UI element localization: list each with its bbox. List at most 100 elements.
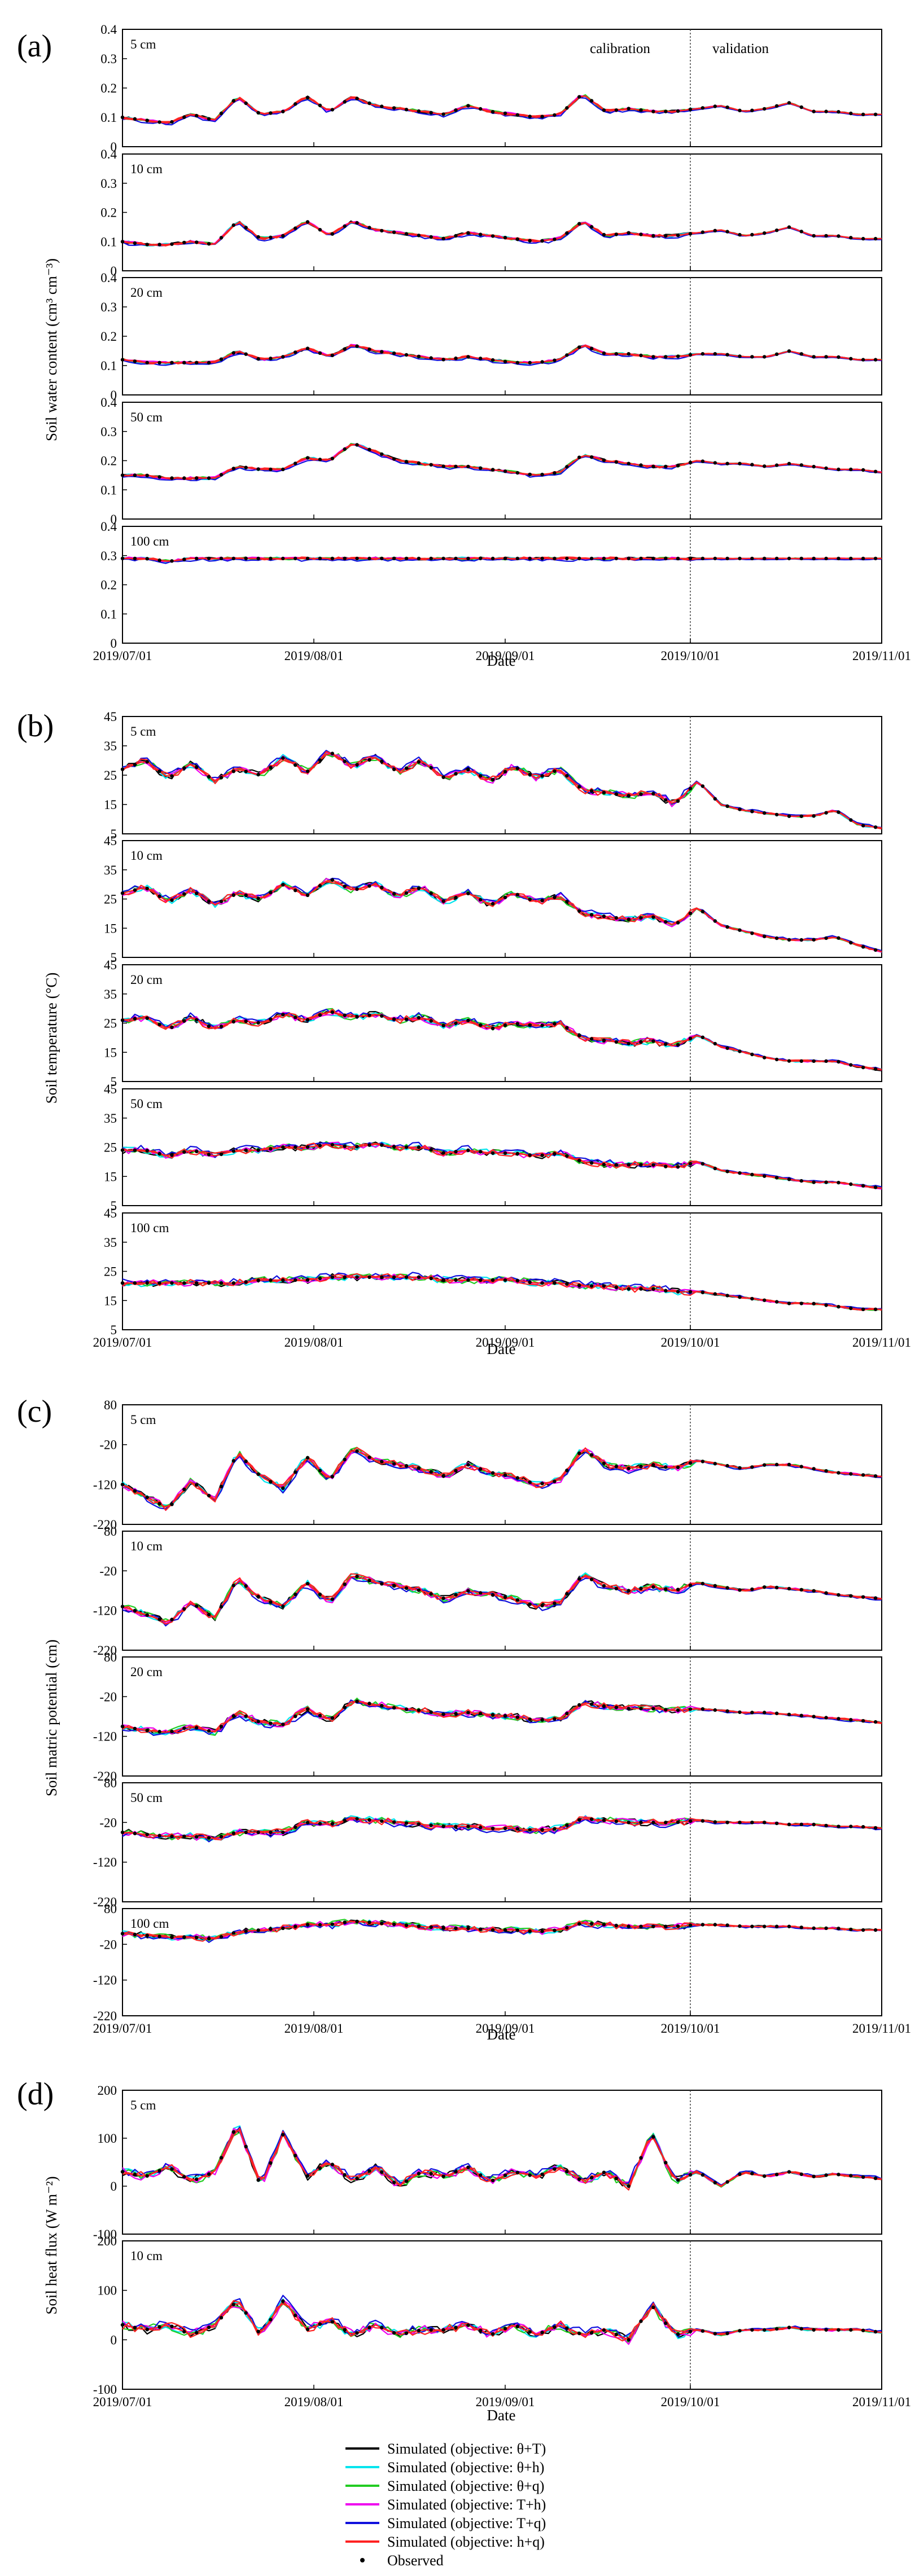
observed-point bbox=[207, 1729, 211, 1733]
observed-point bbox=[256, 235, 260, 239]
observed-point bbox=[664, 2161, 668, 2165]
observed-point bbox=[787, 556, 791, 561]
observed-point bbox=[787, 1177, 791, 1181]
observed-point bbox=[713, 461, 717, 465]
observed-point bbox=[120, 2323, 125, 2327]
observed-point bbox=[305, 1923, 310, 1927]
observed-point bbox=[318, 2166, 322, 2170]
observed-point bbox=[417, 1588, 421, 1592]
observed-point bbox=[873, 2176, 878, 2181]
observed-point bbox=[763, 2328, 767, 2332]
observed-point bbox=[441, 236, 445, 240]
observed-point bbox=[750, 1711, 754, 1715]
observed-point bbox=[799, 1713, 804, 1717]
observed-point bbox=[330, 1822, 334, 1826]
series-line bbox=[122, 753, 882, 828]
observed-point bbox=[688, 1583, 693, 1588]
observed-point bbox=[503, 770, 507, 774]
observed-point bbox=[774, 1176, 779, 1180]
observed-point bbox=[799, 2172, 804, 2177]
x-tick-label: 2019/10/01 bbox=[661, 2395, 720, 2409]
observed-point bbox=[182, 766, 186, 770]
observed-point bbox=[688, 1707, 693, 1711]
depth-label: 5 cm bbox=[130, 724, 156, 738]
observed-point bbox=[763, 464, 767, 468]
observed-point bbox=[207, 775, 211, 779]
observed-point bbox=[244, 1148, 248, 1152]
observed-point bbox=[157, 558, 161, 562]
observed-point bbox=[565, 231, 569, 235]
observed-point bbox=[441, 1596, 445, 1601]
y-tick-label: 0 bbox=[111, 2333, 117, 2347]
x-tick-label: 2019/10/01 bbox=[661, 2021, 720, 2036]
plot-frame bbox=[122, 1908, 882, 2016]
observed-point bbox=[466, 231, 470, 235]
observed-point bbox=[466, 556, 470, 561]
observed-point bbox=[528, 2173, 532, 2177]
observed-point bbox=[367, 1818, 371, 1822]
observed-point bbox=[380, 556, 384, 561]
observed-point bbox=[738, 807, 742, 811]
observed-point bbox=[849, 236, 853, 240]
observed-point bbox=[725, 1709, 729, 1713]
observed-point bbox=[330, 878, 334, 882]
observed-point bbox=[664, 920, 668, 924]
observed-point bbox=[824, 234, 828, 238]
observed-point bbox=[849, 111, 853, 116]
observed-point bbox=[614, 108, 619, 112]
observed-point bbox=[750, 2171, 754, 2175]
x-tick-label: 2019/09/01 bbox=[476, 2021, 535, 2036]
observed-point bbox=[701, 1707, 705, 1711]
y-tick-label: 0.3 bbox=[100, 300, 117, 314]
observed-point bbox=[738, 556, 742, 561]
observed-point bbox=[355, 2331, 359, 2335]
observed-point bbox=[207, 1612, 211, 1617]
observed-point bbox=[725, 1294, 729, 1298]
plot-frame bbox=[122, 153, 882, 271]
observed-point bbox=[873, 236, 878, 241]
observed-point bbox=[750, 1052, 754, 1057]
observed-point bbox=[639, 1040, 643, 1044]
observed-point bbox=[664, 109, 668, 113]
observed-point bbox=[614, 1040, 619, 1044]
observed-point bbox=[861, 2328, 865, 2332]
series-line bbox=[122, 1273, 882, 1311]
legend-label-t-h: Simulated (objective: T+h) bbox=[387, 2496, 546, 2513]
observed-point bbox=[367, 1920, 371, 1924]
observed-point bbox=[701, 1035, 705, 1039]
observed-point bbox=[577, 785, 581, 789]
observed-point bbox=[738, 1924, 742, 1928]
observed-point bbox=[380, 1014, 384, 1018]
subplot-c-2: -220 -120 -20 80 20 cm bbox=[93, 1650, 882, 1783]
observed-point bbox=[355, 1014, 359, 1019]
observed-point bbox=[774, 104, 779, 108]
observed-point bbox=[182, 2329, 186, 2334]
observed-point bbox=[367, 348, 371, 351]
observed-point bbox=[528, 556, 532, 561]
observed-point bbox=[231, 99, 235, 103]
observed-point bbox=[281, 1486, 285, 1491]
observed-point bbox=[305, 1278, 310, 1282]
observed-point bbox=[738, 461, 742, 465]
y-tick-label: 0.2 bbox=[100, 206, 117, 220]
observed-point bbox=[651, 1821, 655, 1825]
observed-point bbox=[294, 1592, 297, 1597]
observed-point bbox=[355, 2177, 359, 2181]
observed-point bbox=[639, 1287, 643, 1291]
observed-point bbox=[454, 1712, 458, 1716]
observed-point bbox=[343, 347, 347, 351]
observed-point bbox=[713, 1292, 717, 1296]
observed-point bbox=[256, 772, 260, 777]
observed-point bbox=[849, 1063, 853, 1067]
series-line bbox=[122, 1573, 882, 1625]
observed-point bbox=[207, 361, 211, 364]
depth-label: 20 cm bbox=[130, 973, 163, 987]
observed-point bbox=[664, 1587, 668, 1591]
observed-point bbox=[589, 1037, 594, 1041]
observed-point bbox=[774, 228, 779, 232]
observed-point bbox=[528, 1717, 532, 1721]
observed-point bbox=[676, 1043, 680, 1047]
observed-point bbox=[281, 1013, 285, 1017]
observed-point bbox=[256, 357, 260, 361]
observed-point bbox=[343, 1705, 347, 1709]
